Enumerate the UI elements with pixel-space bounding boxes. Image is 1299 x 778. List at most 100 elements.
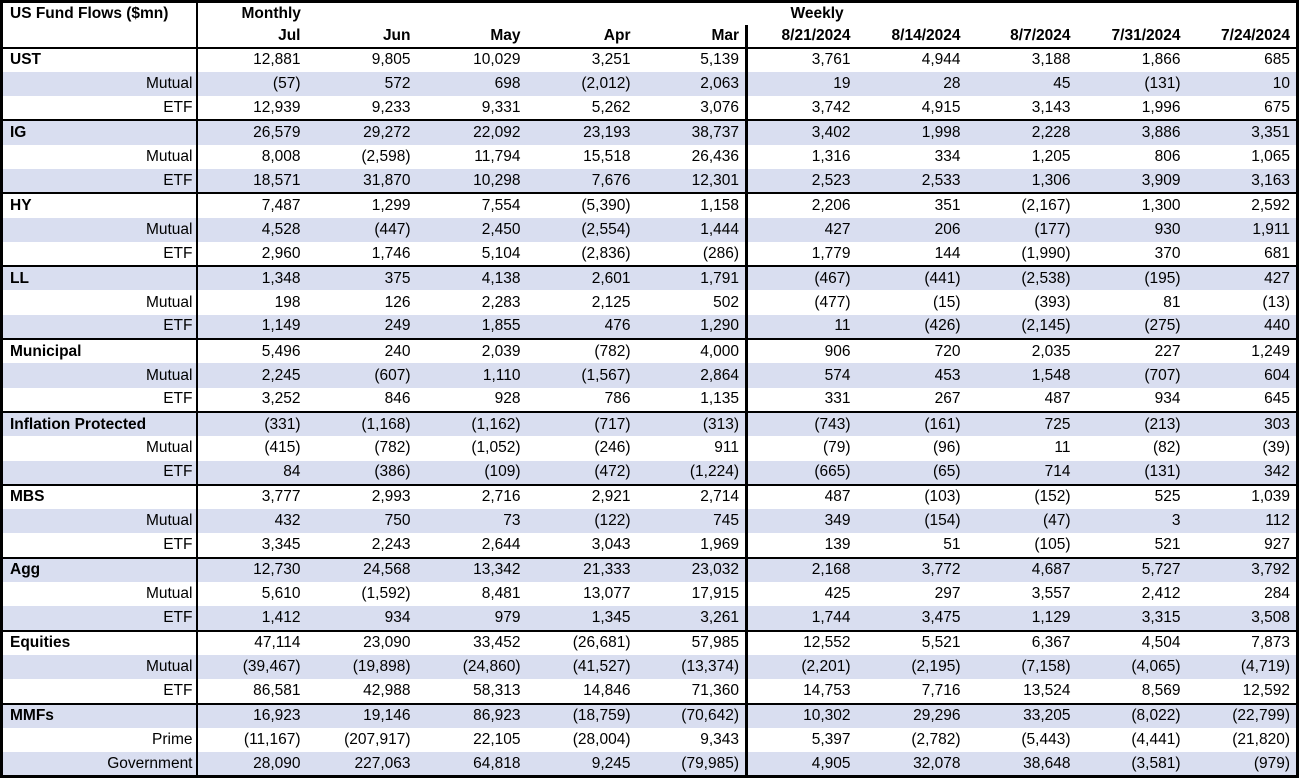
value-cell: 227 (1076, 338, 1187, 364)
value-cell: 10,029 (416, 46, 527, 72)
value-cell: (177) (1034, 220, 1071, 238)
value-cell: 5,139 (636, 46, 749, 72)
value-cell: 1,348 (196, 265, 307, 291)
value-cell: 2,206 (746, 192, 857, 218)
value-cell: 13,342 (416, 556, 527, 583)
value-cell: 28,090 (253, 754, 301, 772)
value-cell: 42,988 (363, 681, 411, 699)
value-cell: 5,610 (261, 585, 301, 603)
value-cell: 227,063 (354, 754, 411, 772)
value-cell: 1,779 (811, 244, 851, 262)
value-cell: 5,496 (196, 338, 307, 364)
value-cell: 84 (283, 463, 301, 481)
value-cell: 31,870 (363, 171, 411, 189)
value-cell: 3,772 (856, 556, 967, 583)
monthly-section-label: Monthly (241, 4, 301, 22)
value-cell: 979 (494, 608, 521, 626)
row-label: ETF (1, 314, 198, 340)
value-cell: 4,944 (856, 46, 967, 72)
value-cell: 58,313 (473, 681, 521, 699)
detail-row: ETF 84 (386) (109) (472) (1,224) (665) (65) 714 (… (1, 460, 1298, 485)
value-cell: 33,452 (416, 629, 527, 655)
value-cell: (717) (526, 410, 637, 437)
detail-row: Mutual 8,008 (2,598) 11,794 15,518 26,436 1,31… (1, 144, 1298, 169)
detail-row: ETF 2,960 1,746 5,104 (2,836) (286) 1,779 144 (1… (1, 241, 1298, 267)
value-cell: (152) (966, 483, 1077, 510)
value-cell: 1,791 (636, 265, 749, 291)
value-cell: 1,746 (371, 244, 411, 262)
value-cell: 681 (1264, 244, 1290, 262)
value-cell: 1,911 (1252, 220, 1290, 238)
value-cell: (39) (1262, 439, 1290, 457)
value-cell: (21,820) (1232, 730, 1290, 748)
value-cell: 3,777 (196, 483, 307, 510)
value-cell: 2,412 (1141, 585, 1181, 603)
row-label: ETF (1, 387, 198, 412)
value-cell: 3,252 (261, 390, 301, 408)
value-cell: 9,245 (591, 754, 631, 772)
value-cell: 1,129 (1031, 608, 1071, 626)
row-label: Prime (1, 727, 198, 753)
value-cell: 1,300 (1076, 192, 1187, 218)
value-cell: 45 (1053, 74, 1071, 92)
value-cell: (39,467) (242, 658, 301, 676)
detail-row: Mutual (415) (782) (1,052) (246) 911 (79) (96) 1… (1, 436, 1298, 461)
value-cell: (4,719) (1240, 658, 1290, 676)
row-label: UST (1, 46, 198, 72)
value-cell: (19,898) (352, 658, 411, 676)
detail-row: ETF 18,571 31,870 10,298 7,676 12,301 2,523 2,5… (1, 168, 1298, 194)
week-column-header: 8/21/2024 (746, 24, 857, 49)
value-cell: 750 (384, 512, 411, 530)
value-cell: 427 (824, 220, 851, 238)
detail-row: Mutual (57) 572 698 (2,012) 2,063 19 28 45 (131) 1… (1, 71, 1298, 97)
value-cell: 9,233 (371, 98, 411, 116)
row-label: Mutual (1, 144, 198, 169)
value-cell: (65) (932, 463, 961, 481)
table-title: US Fund Flows ($mn) (1, 1, 198, 48)
value-cell: (743) (746, 410, 857, 437)
value-cell: 284 (1264, 585, 1290, 603)
detail-row: ETF 3,345 2,243 2,644 3,043 1,969 139 51 (105) 52… (1, 533, 1298, 558)
detail-row: ETF 12,939 9,233 9,331 5,262 3,076 3,742 4,915 3… (1, 96, 1298, 121)
value-cell: 47,114 (196, 629, 307, 655)
detail-row: Prime (11,167) (207,917) 22,105 (28,004) 9,34… (1, 727, 1298, 753)
value-cell: 1,039 (1186, 483, 1298, 510)
value-cell: 1,065 (1251, 147, 1290, 165)
value-cell: 11 (1054, 439, 1071, 457)
value-cell: (96) (932, 439, 961, 457)
value-cell: 1,548 (1031, 366, 1071, 384)
value-cell: (467) (746, 265, 857, 291)
value-cell: (7,158) (1021, 658, 1071, 676)
group-total-row: HY 7,487 1,299 7,554 (5,390) 1,158 2,206 351 (2,… (1, 192, 1298, 218)
value-cell: 685 (1186, 46, 1298, 72)
value-cell: (103) (856, 483, 967, 510)
row-label: ETF (1, 679, 198, 704)
row-label: LL (1, 265, 198, 291)
value-cell: (2,195) (911, 658, 961, 676)
value-cell: 331 (824, 390, 851, 408)
value-cell: 4,000 (636, 338, 749, 364)
value-cell: 112 (1265, 512, 1290, 530)
value-cell: 1,158 (636, 192, 749, 218)
row-label: IG (1, 119, 198, 145)
value-cell: (5,443) (1021, 730, 1071, 748)
value-cell: 5,521 (856, 629, 967, 655)
value-cell: 38,737 (636, 119, 749, 145)
value-cell: (26,681) (526, 629, 637, 655)
value-cell: 17,915 (636, 582, 749, 607)
value-cell: 5,727 (1076, 556, 1187, 583)
value-cell: 928 (494, 390, 521, 408)
value-cell: 3,345 (261, 536, 301, 554)
value-cell: 3,043 (591, 536, 631, 554)
value-cell: 12,592 (1242, 681, 1290, 699)
row-label: Equities (1, 629, 198, 655)
value-cell: 9,343 (636, 727, 749, 753)
value-cell: 911 (636, 436, 749, 461)
value-cell: 1,996 (1141, 98, 1181, 116)
value-cell: (782) (526, 338, 637, 364)
value-cell: 2,523 (811, 171, 851, 189)
value-cell: (2,836) (581, 244, 631, 262)
value-cell: (3,581) (1131, 754, 1181, 772)
value-cell: (79,985) (636, 752, 749, 777)
value-cell: 73 (503, 512, 521, 530)
